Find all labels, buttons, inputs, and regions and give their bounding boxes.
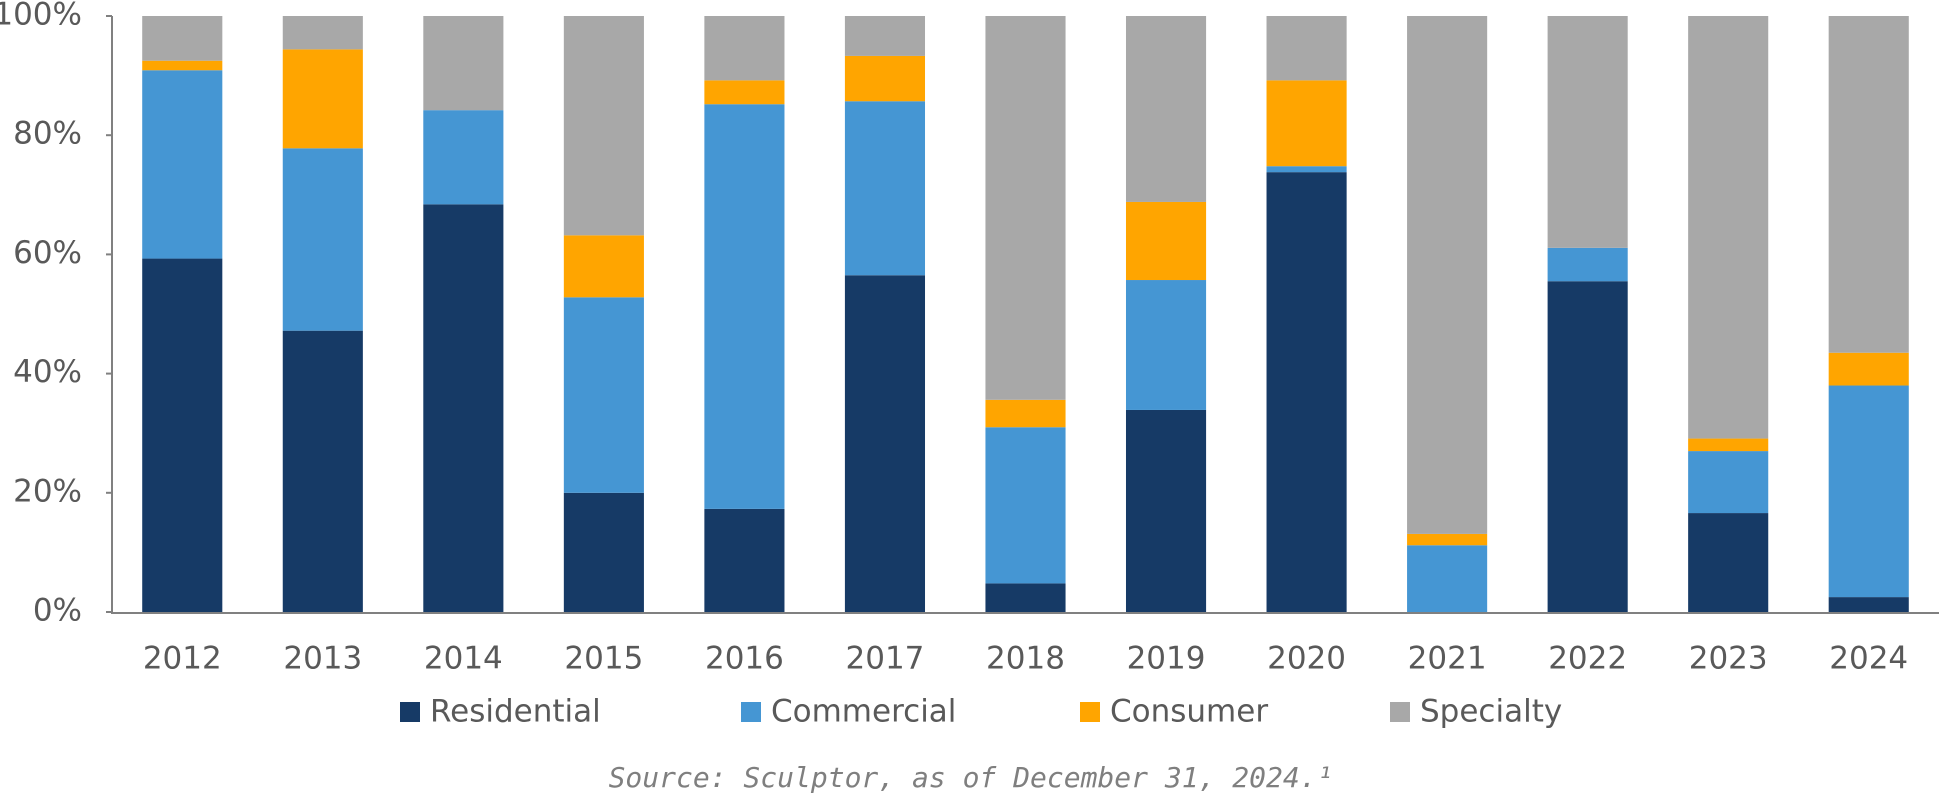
- y-tick-label: 40%: [13, 354, 82, 390]
- bar-segment: [423, 204, 504, 612]
- x-tick-label: 2015: [564, 641, 643, 677]
- y-tick-label: 80%: [13, 116, 82, 152]
- legend-marker: [1390, 702, 1410, 722]
- bar-segment: [142, 60, 223, 71]
- bar-segment: [704, 104, 785, 509]
- x-tick-label: 2019: [1127, 641, 1206, 677]
- bar-segment: [1828, 385, 1909, 598]
- bar-segment: [1407, 16, 1488, 534]
- bar-segment: [142, 70, 223, 259]
- bar-segment: [1266, 80, 1347, 167]
- bar-segment: [985, 583, 1066, 612]
- x-tick-label: 2021: [1408, 641, 1487, 677]
- bar-segment: [1547, 281, 1628, 612]
- bar-segment: [142, 16, 223, 61]
- x-tick-label: 2023: [1689, 641, 1768, 677]
- y-tick-label: 0%: [33, 593, 82, 629]
- bar-segment: [844, 55, 926, 102]
- bar-segment: [1688, 438, 1769, 452]
- x-tick-label: 2016: [705, 641, 784, 677]
- legend-label: Commercial: [771, 694, 956, 730]
- bar-segment: [1828, 597, 1909, 612]
- bar-segment: [142, 258, 223, 612]
- bar-segment: [844, 101, 926, 276]
- bar-segment: [423, 110, 504, 205]
- bar-segment: [1266, 172, 1347, 613]
- x-tick-label: 2020: [1267, 641, 1346, 677]
- bar-segment: [844, 275, 926, 612]
- bar-segment: [563, 16, 644, 236]
- bar-segment: [1407, 545, 1488, 612]
- bar-segment: [985, 427, 1066, 584]
- x-tick-label: 2014: [424, 641, 503, 677]
- legend-label: Residential: [430, 694, 601, 730]
- bar-segment: [704, 508, 785, 612]
- bar-segment: [1266, 16, 1347, 81]
- bar-segment: [282, 16, 363, 50]
- legend-label: Specialty: [1420, 694, 1562, 730]
- y-tick-label: 60%: [13, 235, 82, 271]
- bar-segment: [563, 297, 644, 493]
- legend-marker: [1080, 702, 1100, 722]
- bar-segment: [282, 49, 363, 149]
- bar-segment: [1125, 280, 1207, 410]
- bar-segment: [1828, 16, 1909, 353]
- bar-segment: [704, 80, 785, 105]
- bar-segment: [1688, 513, 1769, 612]
- bar-segment: [282, 148, 363, 331]
- y-tick-label: 20%: [13, 473, 82, 509]
- bar-segment: [1125, 16, 1207, 202]
- x-tick-label: 2022: [1548, 641, 1627, 677]
- bar-segment: [1125, 201, 1207, 281]
- bar-segment: [563, 235, 644, 298]
- x-tick-label: 2012: [143, 641, 222, 677]
- bar-segment: [1407, 533, 1488, 546]
- bar-segment: [1688, 16, 1769, 439]
- bar-segment: [1125, 409, 1207, 612]
- source-note: Source: Sculptor, as of December 31, 202…: [609, 761, 1334, 794]
- bar-segment: [704, 16, 785, 81]
- x-tick-label: 2018: [986, 641, 1065, 677]
- bar-segment: [282, 330, 363, 612]
- legend-marker: [741, 702, 761, 722]
- bar-segment: [1828, 352, 1909, 386]
- bar-segment: [985, 399, 1066, 428]
- bar-segment: [985, 16, 1066, 400]
- bar-segment: [423, 16, 504, 111]
- legend-marker: [400, 702, 420, 722]
- bar-segment: [1266, 166, 1347, 173]
- bar-segment: [563, 492, 644, 612]
- x-tick-label: 2013: [283, 641, 362, 677]
- bar-segment: [1547, 16, 1628, 248]
- x-tick-label: 2024: [1829, 641, 1908, 677]
- y-tick-label: 100%: [0, 0, 82, 33]
- bar-segment: [1688, 451, 1769, 514]
- bar-segment: [1547, 247, 1628, 282]
- bar-segment: [844, 16, 926, 56]
- legend-label: Consumer: [1110, 694, 1268, 730]
- x-tick-label: 2017: [846, 641, 925, 677]
